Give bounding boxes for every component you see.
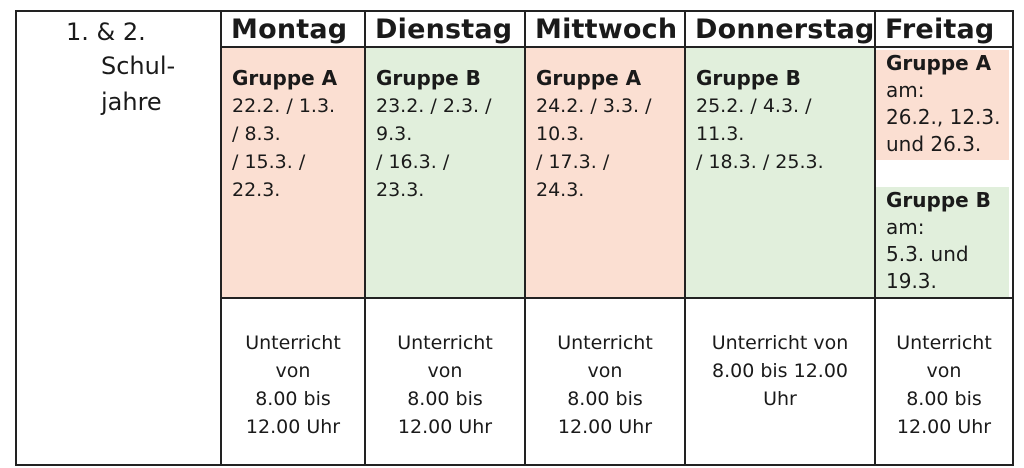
day-header-mittwoch: Mittwoch	[535, 14, 678, 45]
group-cell-montag: Gruppe A 22.2. / 1.3. / 8.3. / 15.3. / 2…	[222, 48, 364, 297]
header-divider	[220, 46, 1014, 48]
date-line: 23.2. / 2.3. /	[376, 95, 492, 117]
date-line: am:	[886, 215, 925, 239]
group-cell-donnerstag: Gruppe B 25.2. / 4.3. / 11.3. / 18.3. / …	[686, 48, 874, 297]
date-line: 22.2. / 1.3.	[232, 95, 336, 117]
column-divider	[364, 10, 366, 466]
date-line: 9.3.	[376, 123, 413, 145]
column-divider	[524, 10, 526, 466]
group-name: Gruppe B	[376, 66, 481, 90]
date-line: 10.3.	[536, 123, 585, 145]
date-line: / 18.3. / 25.3.	[696, 151, 824, 173]
time-cell-mittwoch: Unterricht von 8.00 bis 12.00 Uhr	[557, 332, 653, 438]
date-line: 11.3.	[696, 123, 745, 145]
group-cell-dienstag: Gruppe B 23.2. / 2.3. / 9.3. / 16.3. / 2…	[366, 48, 524, 297]
schedule-table	[15, 10, 1014, 466]
group-name: Gruppe B	[696, 66, 801, 90]
date-line: 24.3.	[536, 179, 585, 201]
day-header-freitag: Freitag	[885, 14, 995, 45]
date-line: / 16.3. /	[376, 151, 450, 173]
group-cell-freitag-a: Gruppe A am: 26.2., 12.3. und 26.3.	[876, 50, 1009, 160]
group-cell-mittwoch: Gruppe A 24.2. / 3.3. / 10.3. / 17.3. / …	[526, 48, 684, 297]
date-line: 19.3.	[886, 269, 937, 293]
time-cell-dienstag: Unterricht von 8.00 bis 12.00 Uhr	[397, 332, 493, 438]
date-line: / 15.3. /	[232, 151, 306, 173]
date-line: 26.2., 12.3.	[886, 105, 1001, 129]
date-line: am:	[886, 78, 925, 102]
day-header-donnerstag: Donnerstag	[695, 14, 874, 45]
day-header-montag: Montag	[231, 14, 348, 45]
group-name: Gruppe A	[232, 66, 338, 90]
day-header-dienstag: Dienstag	[375, 14, 513, 45]
column-divider	[684, 10, 686, 466]
date-line: und 26.3.	[886, 132, 982, 156]
date-line: 22.3.	[232, 179, 281, 201]
group-name: Gruppe B	[886, 188, 991, 212]
group-cell-freitag-b: Gruppe B am: 5.3. und 19.3.	[876, 187, 1009, 297]
column-divider	[874, 10, 876, 466]
date-line: 25.2. / 4.3. /	[696, 95, 812, 117]
date-line: 5.3. und	[886, 242, 969, 266]
date-line: 24.2. / 3.3. /	[536, 95, 652, 117]
date-line: 23.3.	[376, 179, 425, 201]
row-divider	[220, 297, 1014, 299]
time-cell-montag: Unterricht von 8.00 bis 12.00 Uhr	[245, 332, 341, 438]
date-line: / 17.3. /	[536, 151, 610, 173]
time-cell-freitag: Unterricht von 8.00 bis 12.00 Uhr	[896, 332, 992, 438]
group-name: Gruppe A	[886, 51, 992, 75]
group-name: Gruppe A	[536, 66, 642, 90]
date-line: / 8.3.	[232, 123, 281, 145]
time-cell-donnerstag: Unterricht von 8.00 bis 12.00 Uhr	[711, 332, 849, 410]
column-divider	[220, 10, 222, 466]
